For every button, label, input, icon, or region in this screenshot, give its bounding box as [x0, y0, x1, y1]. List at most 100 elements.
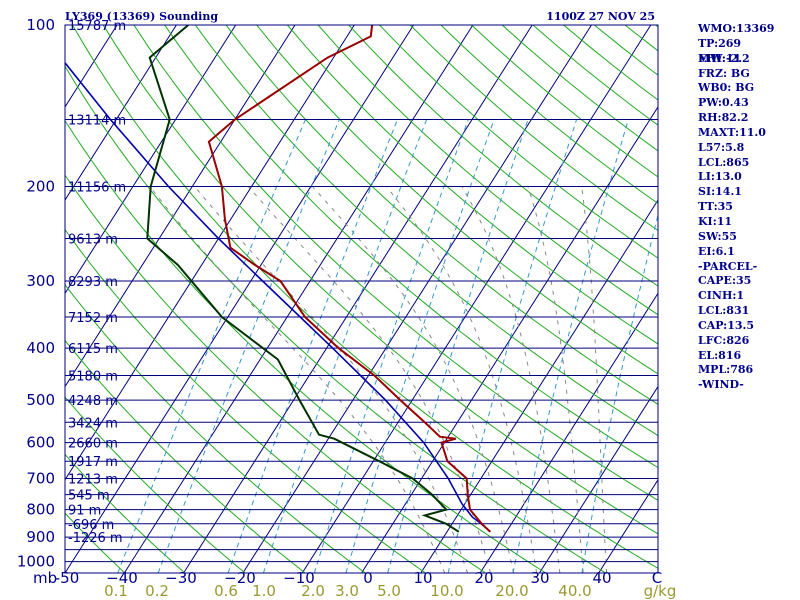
mixing-ratio-line: [387, 119, 529, 573]
mixing-ratio-label: 0.6: [214, 582, 238, 600]
indices-panel: WMO:13369 TP:269 MW:11 FRZ: BG WB0: BG PW:0.4…: [698, 22, 798, 391]
height-label: 11156 m: [68, 181, 126, 196]
pressure-label: 400: [26, 339, 55, 357]
dry-adiabat-line: [65, 453, 186, 573]
dry-adiabat-line: [65, 228, 426, 573]
index-item: LI:13.0: [698, 170, 742, 184]
pressure-label: 1000: [17, 553, 55, 571]
height-label: -696 m: [68, 518, 114, 533]
temperature-tick-label: 40: [592, 569, 611, 587]
height-label: 9613 m: [68, 233, 118, 248]
moist-adiabat-line: [581, 186, 608, 573]
parcel-trace: [65, 61, 491, 533]
temperature-tick-label: 10: [413, 569, 432, 587]
mixing-ratio-label: 3.0: [335, 582, 359, 600]
height-label: 545 m: [68, 489, 110, 504]
mixing-ratio-label: 5.0: [377, 582, 401, 600]
temperature-tick-label: 20: [474, 569, 493, 587]
mixing-ratio-label: 0.1: [104, 582, 128, 600]
index-item: TP:269: [698, 36, 742, 50]
index-item: LFC:826: [698, 333, 750, 347]
index-item: CINH:1: [698, 289, 745, 303]
height-label: 1213 m: [68, 473, 118, 488]
mixing-ratio-line: [581, 213, 658, 573]
index-item: -PARCEL-: [698, 259, 758, 273]
pressure-label: 700: [26, 470, 55, 488]
index-item: -WIND-: [698, 378, 744, 392]
dewpoint-trace: [146, 25, 460, 533]
index-item: WB0: BG: [698, 81, 755, 95]
temperature-tick-label: −10: [283, 569, 315, 587]
height-label: 7152 m: [68, 311, 118, 326]
height-label: 8293 m: [68, 275, 118, 290]
index-item: TT:35: [698, 200, 733, 214]
pressure-label: 100: [26, 16, 55, 34]
dry-adiabat-line: [65, 339, 306, 573]
chart-title: LY369 (13369) Sounding: [65, 10, 218, 23]
moist-adiabat-line: [312, 186, 515, 573]
index-item: MAXT:11.0: [698, 125, 766, 139]
height-label: 2660 m: [68, 437, 118, 452]
pressure-label: 500: [26, 391, 55, 409]
isotherm-line: [242, 25, 592, 573]
mixing-ratio-line: [117, 119, 306, 573]
dry-adiabat-line: [65, 512, 126, 573]
mixing-ratio-label: 0.2: [145, 582, 169, 600]
index-item: PW:0.43: [698, 96, 749, 110]
temperature-tick-label: C: [652, 569, 662, 587]
isotherm-line: [479, 292, 658, 573]
isotherm-line: [65, 25, 355, 481]
index-item: CAP:13.5: [698, 318, 755, 332]
pressure-label: 300: [26, 272, 55, 290]
temperature-tick-label: −20: [224, 569, 256, 587]
temperature-tick-label: −30: [165, 569, 197, 587]
height-label: -1226 m: [68, 531, 123, 546]
isotherm-line: [420, 199, 658, 573]
plot-frame: [64, 24, 659, 574]
index-item: WMO:13369: [698, 22, 775, 35]
index-item: EI:6.1: [698, 244, 735, 258]
height-label: 91 m: [68, 504, 101, 519]
ehi-index: EHI:-2.2: [698, 51, 750, 65]
moist-adiabat-line: [248, 186, 491, 573]
mixing-ratio-label: 2.0: [301, 582, 325, 600]
index-item: LCL:831: [698, 304, 750, 318]
index-item: KI:11: [698, 214, 733, 228]
index-item: CAPE:35: [698, 274, 752, 288]
index-item: EL:816: [698, 348, 742, 362]
indices-list: WMO:13369 TP:269 MW:11 FRZ: BG WB0: BG PW:0.4…: [698, 22, 798, 391]
height-label: 6115 m: [68, 342, 118, 357]
isotherm-line: [598, 478, 658, 573]
index-item: RH:82.2: [698, 111, 749, 125]
pressure-label: 200: [26, 178, 55, 196]
height-label: 5180 m: [68, 370, 118, 385]
isotherm-line: [361, 105, 658, 573]
mixing-ratio-label: 40.0: [558, 582, 591, 600]
mixing-ratio-line: [345, 119, 495, 573]
height-label: 3424 m: [68, 416, 118, 431]
isotherm-line: [301, 25, 652, 573]
moist-adiabat-line: [385, 186, 538, 573]
pressure-label: 600: [26, 434, 55, 452]
height-label: 13114 m: [68, 113, 126, 128]
temperature-tick-label: −40: [106, 569, 138, 587]
mixing-ratio-label: 10.0: [430, 582, 463, 600]
dry-adiabat-line: [65, 283, 366, 573]
profile-lines: [65, 25, 491, 533]
mixing-ratio-line: [447, 119, 578, 573]
isotherm-line: [538, 385, 658, 573]
background-lines: [0, 25, 658, 573]
mixing-ratio-label: 20.0: [495, 582, 528, 600]
dry-adiabat-line: [65, 396, 246, 573]
isotherm-line: [0, 25, 58, 573]
temperature-trace: [207, 25, 491, 533]
index-item: LCL:865: [698, 155, 750, 169]
isotherm-line: [65, 25, 415, 573]
index-item: FRZ: BG: [698, 66, 750, 80]
pressure-label: 800: [26, 501, 55, 519]
height-label: 1917 m: [68, 455, 118, 470]
index-item: MW:11: [698, 51, 742, 65]
index-item: L57:5.8: [698, 140, 745, 154]
